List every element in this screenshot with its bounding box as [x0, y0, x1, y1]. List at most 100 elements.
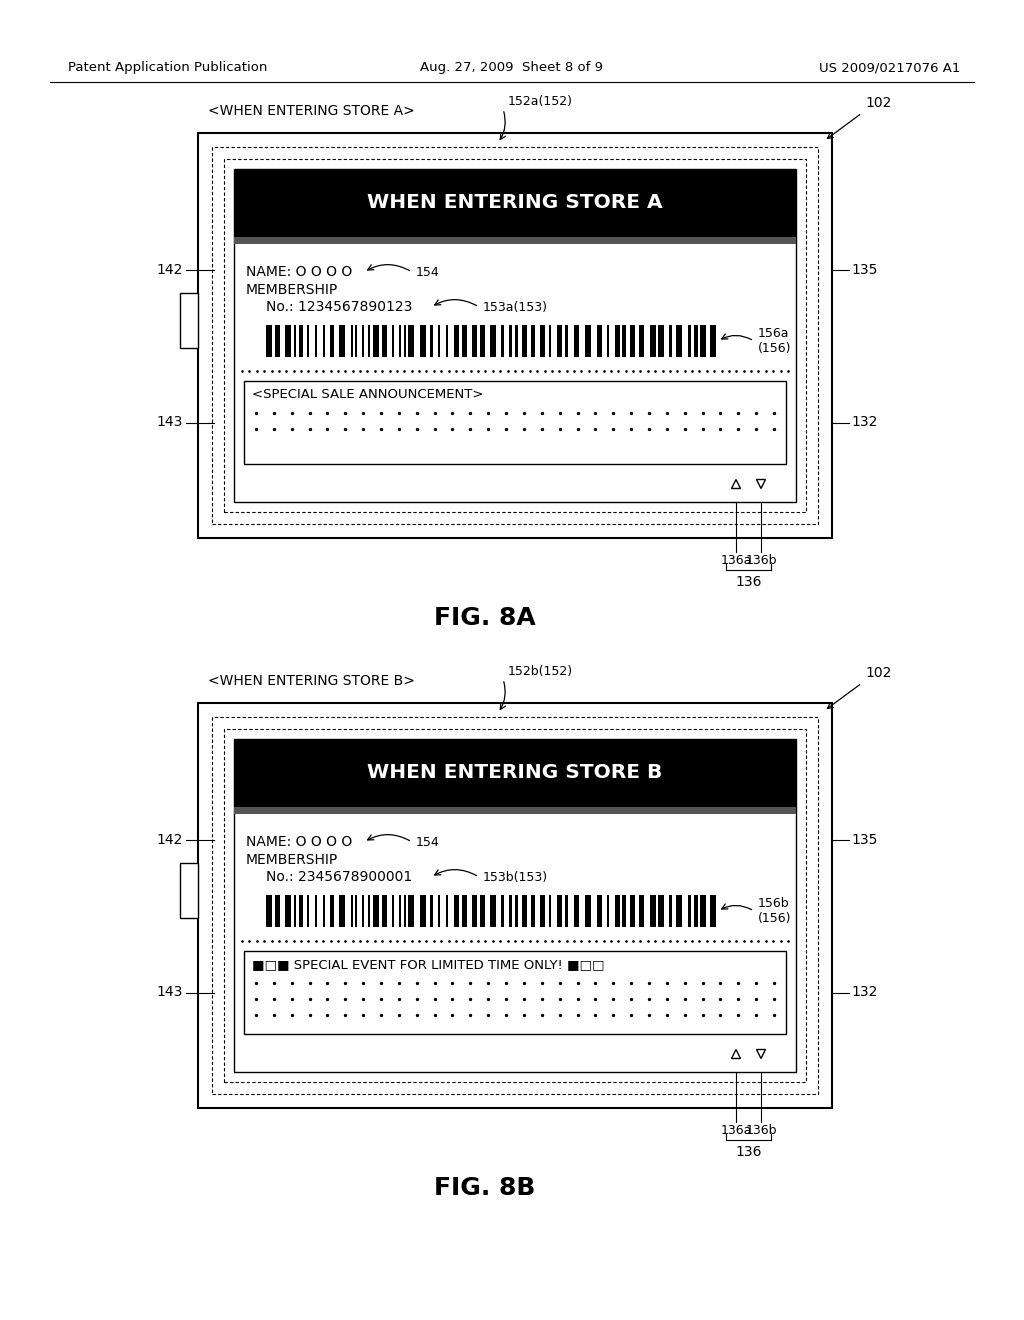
Bar — [549, 895, 551, 927]
Bar — [579, 895, 585, 927]
Bar — [509, 895, 512, 927]
Bar — [527, 325, 531, 356]
Text: 153b(153): 153b(153) — [483, 870, 548, 883]
Bar — [522, 895, 527, 927]
Bar — [472, 325, 477, 356]
Text: WHEN ENTERING STORE B: WHEN ENTERING STORE B — [368, 763, 663, 783]
Bar — [574, 895, 579, 927]
Bar — [585, 895, 591, 927]
Bar — [688, 895, 691, 927]
Text: MEMBERSHIP: MEMBERSHIP — [246, 853, 338, 867]
Bar — [275, 895, 280, 927]
Bar — [694, 895, 698, 927]
Bar — [317, 325, 323, 356]
Bar — [406, 325, 408, 356]
Bar — [272, 895, 275, 927]
Bar — [353, 895, 355, 927]
Text: 142: 142 — [157, 263, 183, 277]
Bar — [459, 325, 462, 356]
Bar — [545, 895, 549, 927]
Bar — [345, 895, 351, 927]
Text: No.: 1234567890123: No.: 1234567890123 — [266, 300, 413, 314]
Bar — [515, 895, 518, 927]
Bar — [635, 895, 639, 927]
Bar — [330, 895, 334, 927]
Bar — [323, 895, 325, 927]
Bar — [669, 895, 672, 927]
Polygon shape — [757, 1049, 766, 1059]
Bar — [626, 325, 630, 356]
Bar — [315, 895, 317, 927]
Bar — [234, 238, 796, 244]
Bar — [339, 895, 345, 927]
Bar — [280, 895, 285, 927]
Bar — [408, 325, 414, 356]
Bar — [379, 895, 382, 927]
Bar — [234, 739, 796, 807]
Bar — [373, 325, 379, 356]
Bar — [698, 325, 700, 356]
Bar — [557, 325, 562, 356]
Text: FIG. 8B: FIG. 8B — [434, 1176, 536, 1200]
Polygon shape — [757, 479, 766, 488]
Bar — [212, 147, 818, 524]
Bar — [509, 325, 512, 356]
Bar — [351, 895, 353, 927]
Bar — [672, 895, 676, 927]
Bar — [212, 717, 818, 1094]
Bar — [515, 325, 518, 356]
Bar — [551, 325, 557, 356]
Bar — [394, 325, 399, 356]
Bar — [291, 895, 294, 927]
Bar — [607, 895, 609, 927]
Bar — [477, 325, 480, 356]
Bar — [291, 325, 294, 356]
Bar — [522, 325, 527, 356]
Text: <SPECIAL SALE ANNOUNCEMENT>: <SPECIAL SALE ANNOUNCEMENT> — [252, 388, 483, 401]
Bar — [266, 325, 272, 356]
Bar — [357, 325, 362, 356]
Bar — [607, 325, 609, 356]
Bar — [379, 325, 382, 356]
Bar — [368, 325, 370, 356]
Bar — [373, 895, 379, 927]
Text: 135: 135 — [851, 263, 878, 277]
Bar — [467, 325, 472, 356]
Bar — [446, 325, 449, 356]
Bar — [370, 325, 373, 356]
Bar — [694, 325, 698, 356]
Bar — [622, 325, 626, 356]
Bar — [622, 895, 626, 927]
Bar — [615, 325, 620, 356]
Bar — [368, 895, 370, 927]
Bar — [449, 895, 454, 927]
Bar — [294, 325, 296, 356]
Bar — [325, 895, 330, 927]
Bar — [430, 325, 433, 356]
Text: 135: 135 — [851, 833, 878, 847]
Bar — [198, 704, 831, 1107]
Bar — [266, 895, 716, 927]
Bar — [285, 325, 291, 356]
Bar — [198, 133, 831, 539]
Bar — [656, 325, 658, 356]
Text: 132: 132 — [851, 416, 878, 429]
Text: 102: 102 — [865, 96, 891, 110]
Bar — [672, 325, 676, 356]
Bar — [404, 895, 406, 927]
Bar — [362, 895, 364, 927]
Bar — [414, 325, 420, 356]
Bar — [370, 895, 373, 927]
Bar — [585, 325, 591, 356]
Bar — [433, 325, 438, 356]
Bar — [615, 895, 620, 927]
Bar — [467, 895, 472, 927]
Bar — [630, 895, 635, 927]
Bar — [272, 325, 275, 356]
Bar — [710, 895, 716, 927]
Bar — [650, 895, 656, 927]
Bar — [485, 895, 490, 927]
Bar — [399, 895, 401, 927]
Bar — [568, 895, 574, 927]
Bar — [364, 325, 368, 356]
